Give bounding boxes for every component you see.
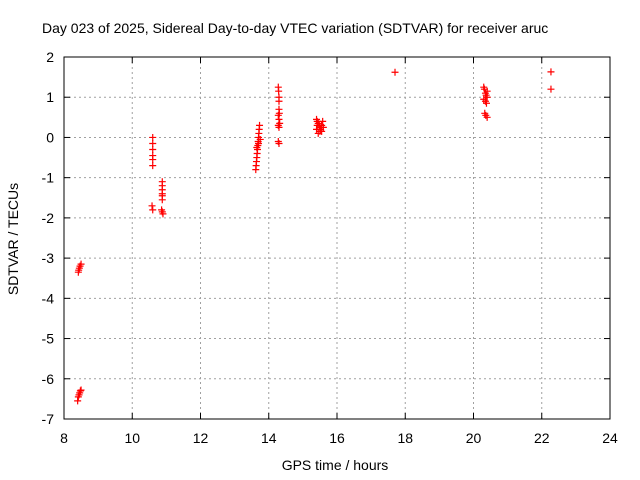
x-tick-label: 22 (534, 430, 550, 446)
data-point-marker (275, 115, 283, 123)
x-tick-label: 8 (60, 430, 68, 446)
data-point-marker (391, 68, 399, 76)
data-point-marker (482, 99, 490, 107)
data-point-marker (74, 397, 82, 405)
data-point-marker (275, 139, 283, 147)
y-axis-ticks: -7 -6 -5 -4 -3 -2 -1 0 1 2 (42, 49, 610, 427)
y-tick-label: -1 (42, 170, 55, 186)
y-tick-label: 2 (46, 49, 54, 65)
data-point-marker (313, 121, 321, 129)
y-tick-label: -5 (42, 331, 55, 347)
x-tick-label: 20 (466, 430, 482, 446)
data-point-marker (149, 139, 157, 147)
data-point-marker (158, 196, 166, 204)
data-point-marker (275, 87, 283, 95)
data-point-marker (255, 139, 263, 147)
data-point-marker (256, 135, 264, 143)
data-point-marker (274, 111, 282, 119)
x-tick-label: 24 (602, 430, 618, 446)
chart-title: Day 023 of 2025, Sidereal Day-to-day VTE… (42, 20, 548, 36)
y-tick-label: 0 (46, 129, 54, 145)
data-point-marker (275, 97, 283, 105)
data-point-marker (483, 87, 491, 95)
data-point-marker (483, 113, 491, 121)
x-axis-label: GPS time / hours (282, 457, 389, 473)
y-tick-label: -7 (42, 411, 55, 427)
data-point-marker (148, 202, 156, 210)
data-point-marker (76, 387, 84, 395)
data-point-marker (319, 117, 327, 125)
data-point-marker (159, 210, 167, 218)
x-tick-label: 10 (124, 430, 140, 446)
x-axis-ticks: 8 10 12 14 16 18 20 22 24 (60, 57, 618, 446)
x-tick-label: 12 (193, 430, 209, 446)
y-tick-label: -2 (42, 210, 55, 226)
x-tick-label: 14 (261, 430, 277, 446)
x-tick-label: 18 (397, 430, 413, 446)
data-point-marker (256, 121, 264, 129)
y-tick-label: -3 (42, 250, 55, 266)
data-point-marker (316, 127, 324, 135)
data-point-marker (275, 123, 283, 131)
y-tick-label: 1 (46, 89, 54, 105)
x-tick-label: 16 (329, 430, 345, 446)
grid-lines (64, 57, 610, 419)
y-tick-label: -4 (42, 290, 55, 306)
data-point-marker (149, 162, 157, 170)
data-point-marker (149, 206, 157, 214)
y-axis-label: SDTVAR / TECUs (5, 183, 21, 295)
data-point-marker (547, 68, 555, 76)
data-point-marker (149, 133, 157, 141)
data-point-marker (253, 144, 261, 151)
data-point-marker (77, 260, 85, 268)
data-point-marker (547, 85, 555, 93)
data-point-marker (319, 123, 327, 131)
y-tick-label: -6 (42, 371, 55, 387)
data-points (74, 68, 555, 405)
data-point-marker (149, 146, 157, 154)
data-point-marker (77, 386, 85, 394)
data-point-marker (149, 156, 157, 164)
